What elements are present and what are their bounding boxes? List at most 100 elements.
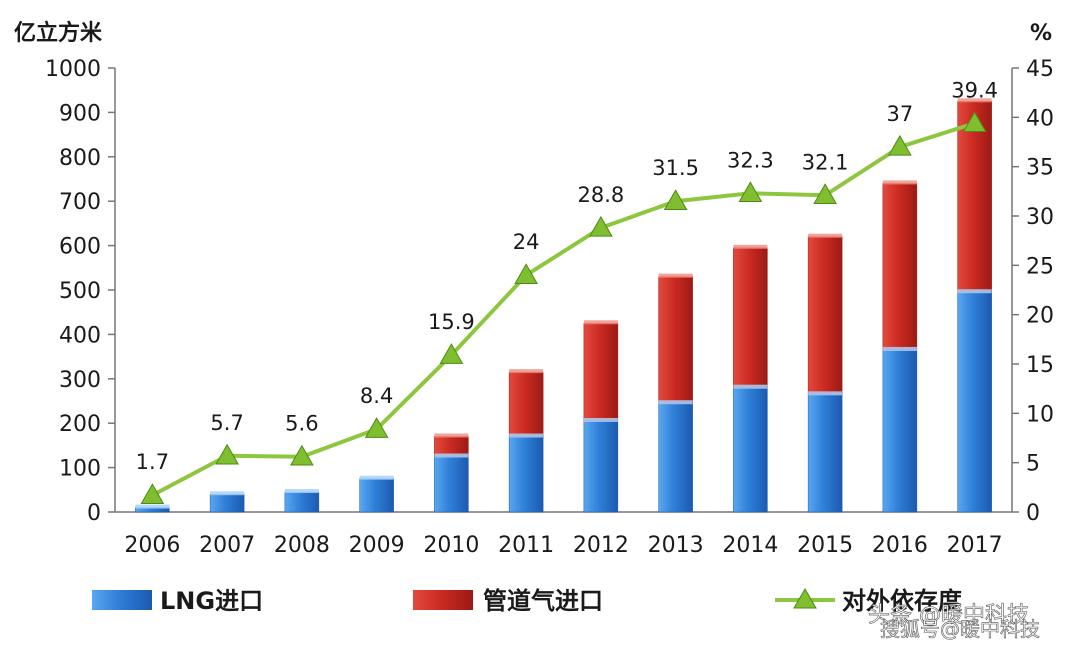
dependency-marker (290, 444, 314, 466)
y-right-tick-label: 25 (1026, 254, 1054, 279)
dependency-polyline (151, 121, 976, 497)
dependency-data-label: 37 (887, 102, 914, 126)
y-left-tick-label: 600 (59, 235, 101, 260)
dependency-marker (140, 483, 165, 504)
dependency-data-label: 15.9 (428, 310, 475, 334)
bar-lng (284, 491, 320, 513)
bar-pipeline-cap (733, 244, 768, 249)
bar-lng-cap (434, 453, 469, 458)
bar-pipeline (807, 236, 843, 395)
x-tick-label: 2017 (947, 533, 1003, 558)
dependency-line (140, 111, 987, 504)
dependency-marker (589, 215, 613, 237)
bar-lng-cap (583, 417, 618, 422)
legend: LNG进口 管道气进口 对外依存度 (92, 587, 963, 615)
y-right-tick-label: 40 (1026, 106, 1054, 131)
watermark: 头条 @暖中科技 搜狐号@暖中科技 (868, 603, 1041, 642)
x-tick-label: 2009 (349, 533, 405, 558)
y-left-tick-label: 400 (59, 323, 101, 348)
legend-label-lng: LNG进口 (160, 587, 263, 615)
legend-swatch-lng (92, 590, 152, 610)
bar-lng (807, 394, 843, 513)
bar-pipeline (658, 276, 693, 404)
bar-lng (508, 436, 544, 513)
y-right-tick-label: 45 (1026, 57, 1054, 82)
bars (135, 98, 992, 513)
dependency-marker (439, 343, 464, 364)
bar-lng-cap (284, 489, 319, 494)
bar-lng (209, 493, 245, 513)
y-left-tick-label: 500 (59, 279, 101, 304)
bar-lng (882, 349, 918, 513)
watermark-text: 头条 @暖中科技 (868, 603, 1029, 628)
bar-pipeline (583, 323, 619, 422)
y-left-tick-label: 300 (59, 368, 101, 393)
bar-pipeline-cap (808, 233, 843, 238)
dependency-data-label: 1.7 (136, 450, 169, 474)
x-tick-label: 2014 (722, 533, 778, 558)
bar-lng-cap (957, 289, 992, 294)
x-tick-label: 2011 (498, 533, 554, 558)
y-right-tick-label: 35 (1026, 156, 1054, 181)
data-labels: 1.7 5.7 5.6 8.4 15.9 24 28.8 31.5 32.3 32.1 37 39.4 (136, 78, 998, 474)
bar-lng-cap (135, 504, 170, 509)
bar-pipeline-cap (957, 98, 992, 103)
dependency-data-label: 32.1 (802, 150, 849, 174)
bar-pipeline (733, 247, 768, 388)
y-left-tick-label: 0 (87, 501, 101, 526)
bar-pipeline-cap (509, 369, 544, 374)
dependency-marker (813, 183, 837, 205)
dependency-data-label: 5.7 (210, 411, 243, 435)
dependency-marker (215, 443, 239, 465)
bar-lng-cap (733, 384, 768, 389)
y-right-tick-label: 5 (1026, 452, 1040, 477)
bar-pipeline-cap (658, 273, 693, 278)
dependency-marker (514, 263, 538, 284)
bar-lng-cap (808, 391, 843, 396)
bar-lng-cap (210, 491, 245, 496)
dependency-data-label: 39.4 (951, 78, 998, 102)
y-right-tick-label: 15 (1026, 353, 1054, 378)
bar-pipeline (882, 183, 918, 351)
y-right-tick-label: 30 (1026, 205, 1054, 230)
y-left-tick-label: 100 (59, 457, 101, 482)
dependency-data-label: 31.5 (652, 156, 699, 180)
x-tick-label: 2012 (573, 533, 629, 558)
dependency-marker (962, 111, 987, 133)
bar-lng (583, 420, 619, 513)
bar-lng-cap (658, 400, 693, 405)
bar-pipeline-cap (434, 433, 469, 438)
y-left-tick-label: 200 (59, 412, 101, 437)
dependency-data-label: 28.8 (577, 183, 624, 207)
watermark-sub-text: 搜狐号@暖中科技 (880, 617, 1040, 641)
bar-pipeline-cap (583, 320, 618, 325)
legend-swatch-pipeline (413, 590, 473, 610)
y-left-tick-label: 800 (59, 146, 101, 171)
y-left-unit: 亿立方米 (14, 20, 103, 46)
bar-pipeline-cap (882, 180, 917, 185)
bar-lng (359, 478, 394, 513)
legend-swatch-marker (793, 588, 817, 609)
y-left-tick-label: 700 (59, 190, 101, 215)
x-tick-label: 2006 (124, 533, 180, 558)
y-left-tick-label: 900 (59, 101, 101, 126)
x-tick-label: 2008 (274, 533, 330, 558)
bar-pipeline (508, 371, 544, 437)
bar-lng-cap (359, 475, 394, 480)
bar-lng (957, 291, 992, 513)
dependency-marker (888, 134, 912, 156)
y-right-tick-label: 0 (1026, 501, 1040, 526)
x-tick-label: 2013 (648, 533, 704, 558)
x-tick-label: 2015 (797, 533, 853, 558)
dependency-data-label: 5.6 (285, 412, 318, 436)
legend-label-pipeline: 管道气进口 (483, 587, 603, 615)
dependency-marker (663, 189, 688, 210)
x-tick-label: 2010 (423, 533, 479, 558)
bar-lng-cap (882, 346, 917, 351)
dependency-marker (364, 417, 389, 438)
bar-lng-cap (509, 433, 544, 438)
dependency-marker (738, 181, 763, 203)
axes: 0 100 200 300 400 500 600 700 800 900 1000 0 5 10 15 20… (14, 20, 1054, 558)
bar-lng (658, 402, 693, 513)
